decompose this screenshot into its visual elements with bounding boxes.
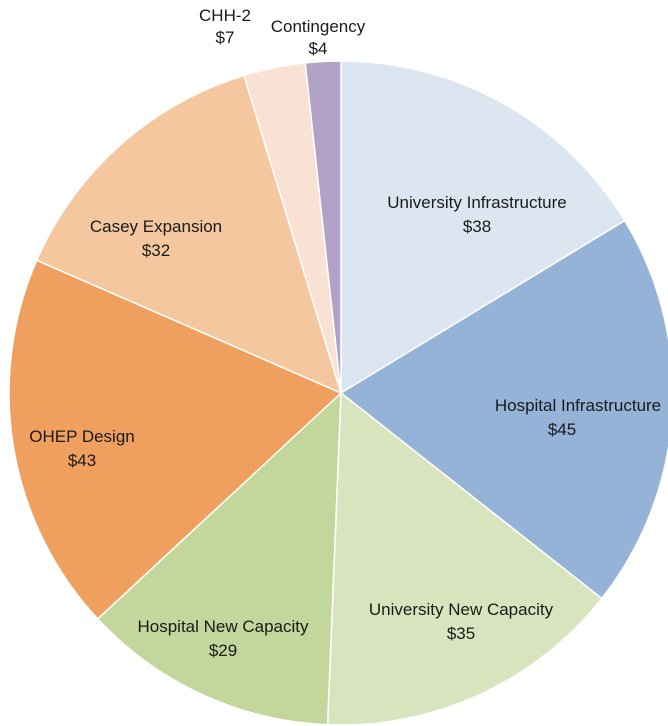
slice-label-casey-expansion: Casey Expansion — [90, 217, 222, 236]
slice-label-ohep-design: OHEP Design — [29, 427, 135, 446]
slice-value-ohep-design: $43 — [68, 451, 96, 470]
pie-slice-casey-expansion — [35, 74, 343, 395]
slice-label-chh-2: CHH-2 — [199, 6, 251, 25]
slice-value-hospital-new-capacity: $29 — [209, 641, 237, 660]
slice-label-hospital-infrastructure: Hospital Infrastructure — [495, 396, 661, 415]
pie-slice-contingency — [304, 60, 342, 394]
slice-label-hospital-new-capacity: Hospital New Capacity — [137, 617, 309, 636]
pie-slice-university-infrastructure — [340, 60, 626, 395]
slice-value-chh-2: $7 — [216, 28, 235, 47]
pie-labels: University Infrastructure $38 Hospital I… — [29, 6, 661, 660]
slice-value-hospital-infrastructure: $45 — [548, 420, 576, 439]
slice-value-casey-expansion: $32 — [142, 241, 170, 260]
slice-value-university-new-capacity: $35 — [447, 624, 475, 643]
slice-value-university-infrastructure: $38 — [463, 217, 491, 236]
pie-slice-hospital-infrastructure — [339, 219, 668, 600]
slice-label-contingency: Contingency — [271, 17, 366, 36]
slice-value-contingency: $4 — [309, 39, 328, 58]
pie-slices — [8, 60, 668, 726]
pie-slice-ohep-design — [8, 259, 343, 620]
slice-label-university-new-capacity: University New Capacity — [369, 600, 554, 619]
pie-slice-university-new-capacity — [326, 391, 603, 726]
pie-slice-hospital-new-capacity — [96, 391, 342, 726]
slice-label-university-infrastructure: University Infrastructure — [387, 193, 567, 212]
